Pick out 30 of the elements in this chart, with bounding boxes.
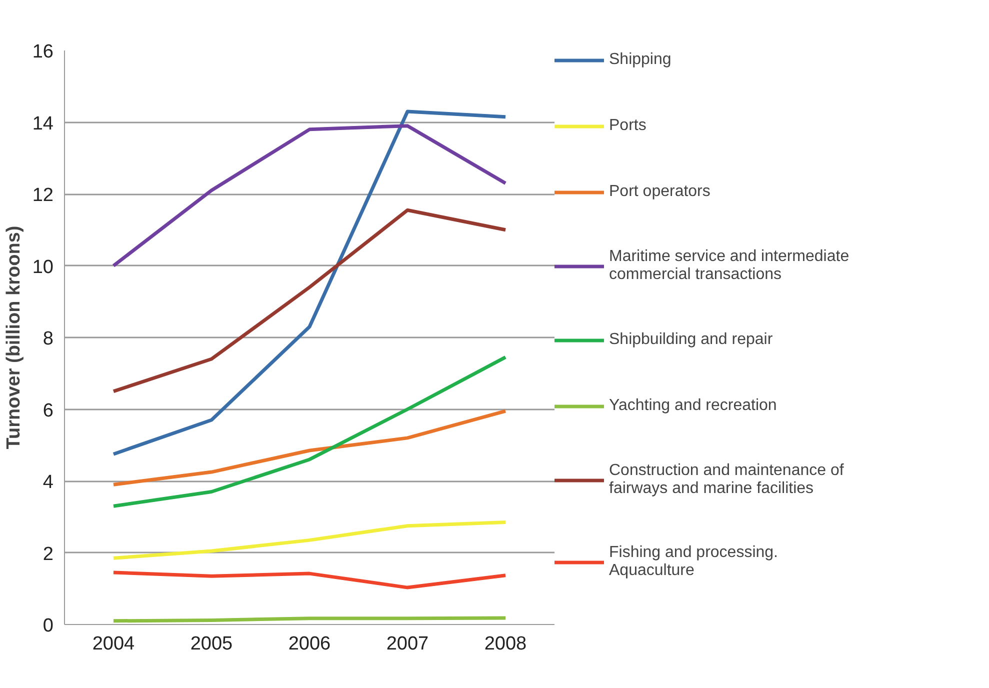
y-axis-title: Turnover (billion kroons) <box>3 226 24 450</box>
y-tick-label: 14 <box>32 113 54 134</box>
line-series <box>112 124 508 268</box>
legend-label: Port operators <box>609 183 710 201</box>
line-series <box>112 409 508 486</box>
y-tick-label: 10 <box>32 256 54 278</box>
legend-label: Yachting and recreation <box>609 397 777 415</box>
x-tick-label: 2007 <box>386 634 429 654</box>
line-series <box>112 570 508 590</box>
line-series <box>112 208 508 394</box>
x-tick-label: 2005 <box>190 634 233 654</box>
y-tick-label: 8 <box>42 328 54 350</box>
x-tick-label: 2006 <box>288 634 331 654</box>
y-tick-label: 12 <box>32 185 54 206</box>
legend-label: Maritime service and intermediate commercial transactions <box>609 248 850 284</box>
line-series <box>112 110 508 456</box>
y-tick-label: 16 <box>32 42 54 62</box>
legend-label: Shipping <box>609 51 672 69</box>
y-tick-label: 6 <box>42 400 54 422</box>
legend-label: Shipbuilding and repair <box>609 331 773 349</box>
legend-label: Fishing and processing. Aquaculture <box>609 544 778 580</box>
y-tick-label: 4 <box>42 472 54 493</box>
line-series <box>112 520 508 560</box>
y-tick-label: 0 <box>42 616 54 636</box>
line-series <box>112 355 508 508</box>
y-tick-label: 2 <box>42 544 54 565</box>
x-tick-label: 2008 <box>484 634 527 654</box>
x-tick-label: 2004 <box>92 634 136 654</box>
legend-label: Construction and maintenance of fairways and marine facilities <box>609 462 844 498</box>
legend-label: Ports <box>609 117 646 135</box>
